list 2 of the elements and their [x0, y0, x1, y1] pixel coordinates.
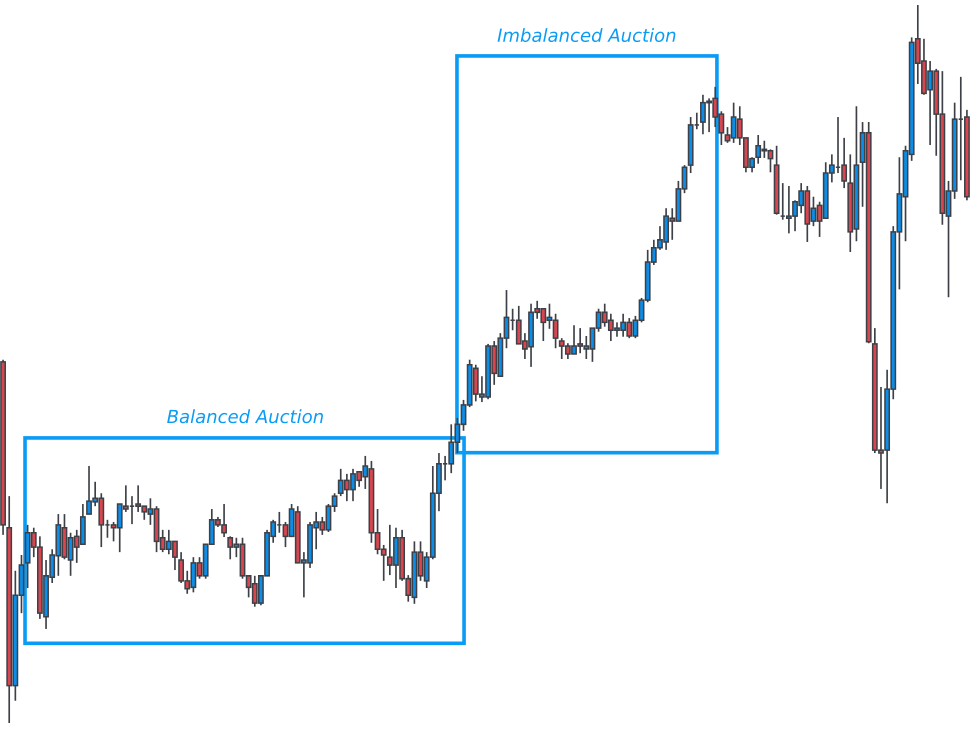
annotation: Imbalanced Auction: [498, 28, 676, 42]
annotation: Balanced Auction: [167, 409, 323, 424]
